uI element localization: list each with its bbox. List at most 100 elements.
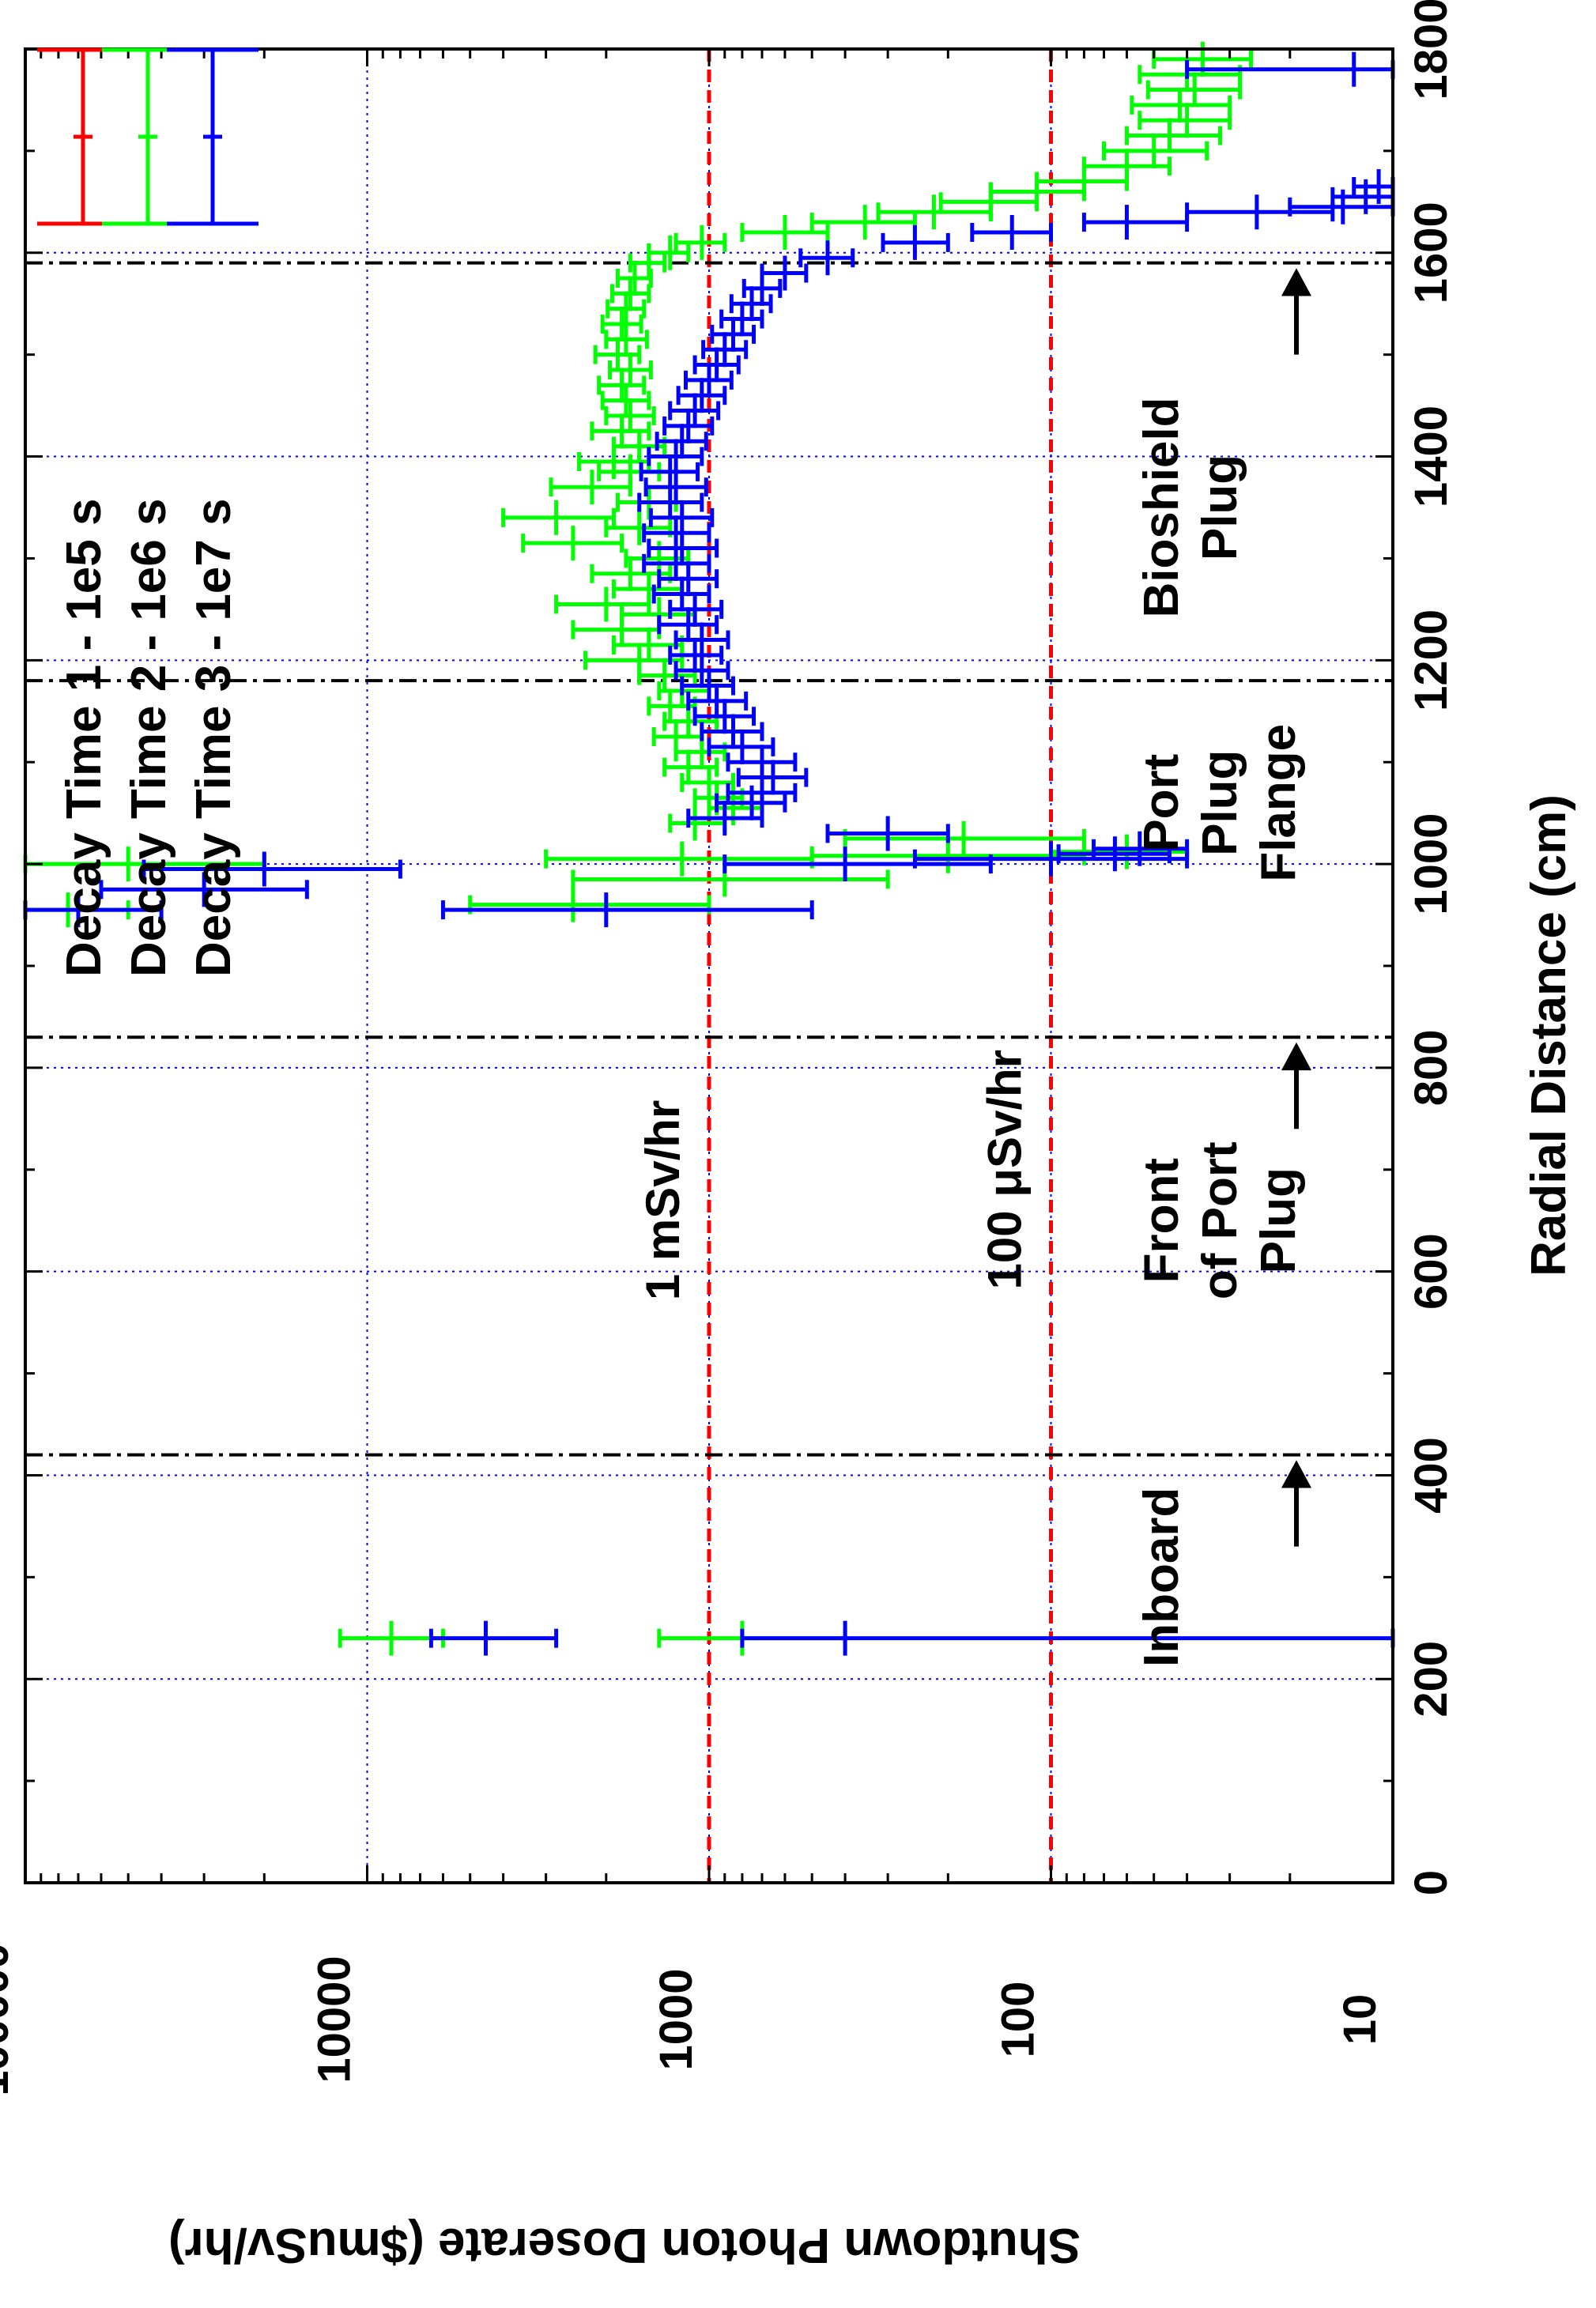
boundary-arrow (1281, 268, 1312, 355)
data-point (99, 872, 309, 907)
data-point (686, 801, 764, 836)
data-point (673, 622, 730, 658)
axis-titles: Radial Distance (cm) Shutdown Photon Dos… (168, 794, 1576, 2272)
data-point (684, 362, 734, 398)
reference-lines: 1 mSv/hr 100 μSv/hr (636, 49, 1053, 1883)
data-point (657, 561, 719, 597)
data-point (657, 607, 719, 643)
data-point (1130, 87, 1232, 123)
x-tick-label: 400 (1405, 1437, 1457, 1514)
x-tick-label: 800 (1405, 1029, 1457, 1106)
data-point (647, 439, 704, 474)
data-point (1081, 205, 1190, 240)
data-point (680, 668, 736, 703)
boundary-arrow (1281, 1042, 1312, 1129)
arrow-head (1281, 1460, 1312, 1488)
x-tick-label: 200 (1405, 1641, 1457, 1718)
series-group (23, 51, 1395, 1656)
region-label: Plug (1193, 750, 1247, 856)
data-point (970, 215, 1053, 250)
region-annotation: Inboard (1134, 1488, 1189, 1667)
data-point (544, 841, 814, 877)
data-point (604, 510, 673, 545)
x-axis-title: Radial Distance (cm) (1522, 794, 1576, 1277)
x-tick-label: 1600 (1405, 202, 1457, 304)
legend-label: Decay Time 2 - 1e6 s (122, 499, 176, 977)
legend-sample (167, 47, 258, 226)
data-point (501, 500, 616, 535)
data-point (673, 224, 727, 260)
data-point (1352, 169, 1395, 204)
data-point (1101, 133, 1209, 168)
y-tick-label: 1000 (651, 1968, 702, 2070)
data-point (651, 576, 711, 612)
data-point (740, 1620, 1395, 1656)
data-point (428, 1620, 559, 1656)
data-point (668, 393, 721, 428)
tick-marks (25, 47, 1394, 1884)
arrows (1281, 268, 1312, 1547)
legend-label: Decay Time 1 - 1e5 s (57, 499, 111, 977)
data-point (648, 500, 715, 535)
data-point (680, 765, 736, 800)
y-tick-label: 10000 (309, 1955, 360, 2083)
x-tick-label: 1400 (1405, 405, 1457, 507)
data-point (604, 398, 656, 433)
data-point (647, 235, 691, 270)
data-point (809, 838, 1086, 873)
data-point (600, 383, 651, 418)
data-point (590, 413, 651, 449)
data-point (736, 760, 809, 795)
data-point (673, 653, 730, 688)
data-point (710, 316, 756, 352)
region-label: Flange (1251, 724, 1306, 882)
data-point (881, 224, 950, 260)
data-point (647, 530, 719, 566)
data-point (1185, 194, 1335, 230)
y-tick-label: 100 (993, 1982, 1044, 2058)
x-tick-label: 1000 (1405, 813, 1457, 915)
legend: Decay Time 1 - 1e5 s Decay Time 2 - 1e6 s… (37, 47, 258, 977)
data-point (554, 586, 651, 622)
y-tick-labels: 10 100 1000 10000 100000 (0, 1943, 1386, 2096)
legend-sample (37, 47, 129, 226)
region-label: Plug (1251, 1167, 1306, 1273)
x-tick-label: 0 (1405, 1870, 1457, 1895)
data-point (1124, 118, 1223, 153)
data-point (668, 591, 724, 627)
data-point (726, 745, 798, 780)
data-point (701, 332, 749, 368)
data-point (1145, 72, 1243, 107)
data-point (662, 749, 719, 785)
data-point (440, 892, 814, 928)
data-point (642, 545, 711, 581)
series-group (23, 41, 1254, 1656)
data-point (141, 851, 402, 887)
y-tick-label: 10 (1334, 1994, 1386, 2046)
reference-line-label: 1 mSv/hr (636, 1100, 689, 1300)
data-point (606, 291, 647, 326)
data-point (668, 637, 724, 673)
x-tick-label: 1800 (1405, 0, 1457, 100)
data-point (662, 408, 715, 443)
data-point (643, 470, 708, 505)
data-point (798, 240, 855, 276)
data-point (1092, 831, 1190, 866)
data-point (1138, 103, 1232, 138)
data-point (637, 658, 697, 693)
y-tick-label: 100000 (0, 1943, 18, 2096)
data-point (655, 424, 708, 459)
region-annotation: Port Plug Flange (1134, 724, 1306, 882)
arrow-head (1281, 1042, 1312, 1071)
x-tick-label: 1200 (1405, 609, 1457, 711)
legend-sample (102, 47, 194, 226)
data-point (571, 612, 662, 647)
data-point (686, 683, 749, 718)
data-point (600, 307, 643, 341)
data-point (604, 322, 649, 357)
data-point (611, 628, 685, 662)
data-point (719, 301, 764, 337)
data-point (571, 862, 890, 897)
